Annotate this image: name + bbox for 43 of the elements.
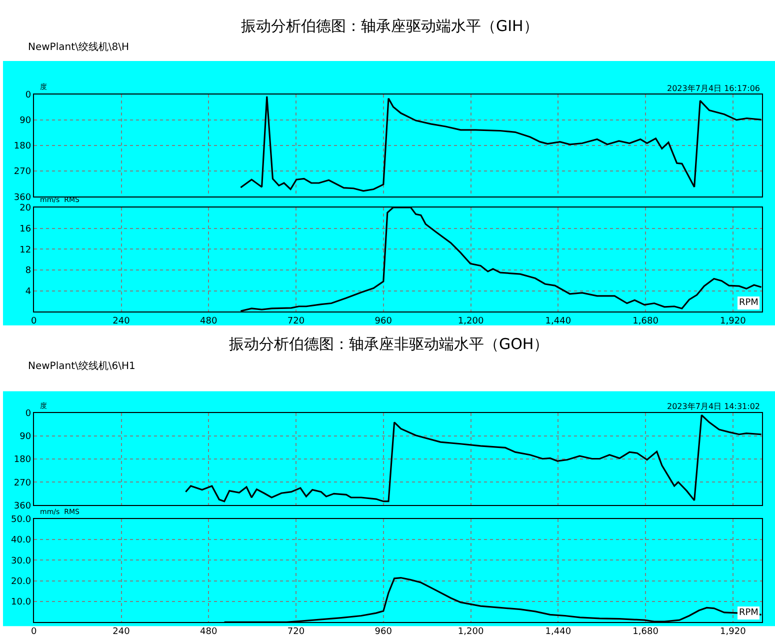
x-tick-label: 480 [200,626,218,637]
text: NewPlant\绞线机\6\H1 [28,360,136,372]
y-tick-label: 20 [20,204,32,214]
x-tick-label: 240 [112,626,130,637]
y-tick-label: 50.0 [11,515,32,526]
y-tick-label: 0 [25,408,32,419]
y-tick-label: 12 [20,245,32,256]
x-tick-label: 960 [374,316,392,326]
chart-title: 振动分析伯德图：轴承座非驱动端水平（GOH） [229,335,549,353]
y-tick-label: 90 [20,116,32,126]
chart-title: 振动分析伯德图：轴承座驱动端水平（GIH） [241,17,538,35]
x-tick-label: 1,920 [720,316,746,326]
text: 2023年7月4日 14:31:02 [667,402,760,411]
x-tick-label: 1,440 [545,626,572,637]
text: NewPlant\绞线机\8\H [28,41,129,53]
x-tick-label: 240 [112,316,130,326]
x-tick-label: 1,200 [458,626,484,637]
text: 2023年7月4日 16:17:06 [667,84,760,93]
x-axis-title: RPM [739,298,758,308]
x-tick-label: 1,440 [545,316,572,326]
y-tick-label: 10.0 [11,598,32,608]
y-tick-label: 360 [14,192,32,203]
y-tick-label: 0 [25,90,32,101]
y-tick-label: 360 [14,501,32,512]
y-tick-label: 40.0 [11,536,32,546]
x-tick-label: 1,200 [458,316,484,326]
x-tick-label: 1,680 [632,626,659,637]
y-tick-label: 16 [20,224,32,234]
y-tick-label: 90 [20,432,32,442]
x-tick-label: 720 [287,316,305,326]
y-tick-label: 20.0 [11,577,32,588]
y-tick-label: 4 [25,286,32,297]
x-tick-label: 960 [374,626,392,637]
y-tick-label: 270 [14,478,32,488]
x-tick-label: 720 [287,626,305,637]
y-tick-label: 180 [14,455,32,466]
x-tick-label: 1,680 [632,316,659,326]
y-tick-label: 270 [14,167,32,178]
y-tick-label: 180 [14,142,32,152]
y-tick-label: 30.0 [11,556,32,566]
x-tick-label: 480 [200,316,218,326]
y-tick-label: 8 [25,266,32,276]
x-tick-label: 1,920 [720,626,746,637]
